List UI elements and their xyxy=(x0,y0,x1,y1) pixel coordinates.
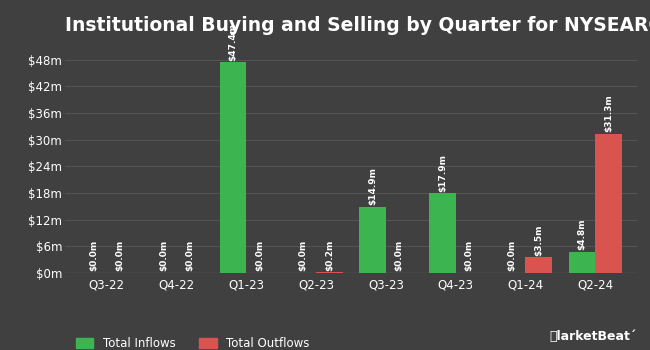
Text: $17.9m: $17.9m xyxy=(438,154,447,192)
Bar xyxy=(220,62,246,273)
Text: $0.0m: $0.0m xyxy=(185,240,194,271)
Text: $0.0m: $0.0m xyxy=(116,240,125,271)
Text: $47.4m: $47.4m xyxy=(229,22,238,61)
Bar xyxy=(595,134,621,273)
Text: $0.0m: $0.0m xyxy=(298,240,307,271)
Bar xyxy=(525,258,552,273)
Text: $0.0m: $0.0m xyxy=(395,240,404,271)
Bar xyxy=(429,194,456,273)
Text: $0.0m: $0.0m xyxy=(464,240,473,271)
Bar xyxy=(359,207,386,273)
Legend: Total Inflows, Total Outflows: Total Inflows, Total Outflows xyxy=(71,332,315,350)
Text: $0.0m: $0.0m xyxy=(255,240,264,271)
Text: $0.0m: $0.0m xyxy=(159,240,168,271)
Text: $0.0m: $0.0m xyxy=(89,240,98,271)
Text: $0.0m: $0.0m xyxy=(508,240,517,271)
Text: $3.5m: $3.5m xyxy=(534,224,543,255)
Text: $4.8m: $4.8m xyxy=(577,218,586,250)
Text: $31.3m: $31.3m xyxy=(604,94,613,132)
Text: Institutional Buying and Selling by Quarter for NYSEARCA:GBUY: Institutional Buying and Selling by Quar… xyxy=(65,16,650,35)
Text: $0.2m: $0.2m xyxy=(325,240,334,271)
Text: $14.9m: $14.9m xyxy=(368,167,377,205)
Bar xyxy=(316,272,343,273)
Text: ⼀larketBeat´: ⼀larketBeat´ xyxy=(550,330,637,343)
Bar xyxy=(569,252,595,273)
